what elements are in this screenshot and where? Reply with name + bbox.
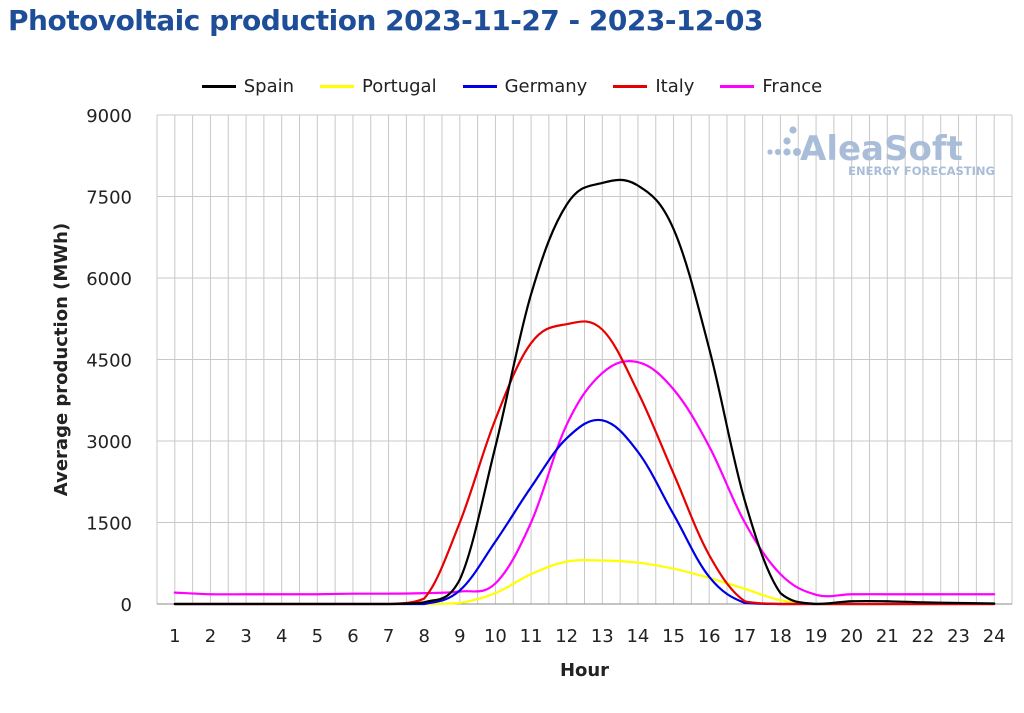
legend-item-spain: Spain xyxy=(201,76,295,97)
y-tick-label: 7500 xyxy=(86,188,132,209)
logo-subtext: ENERGY FORECASTING xyxy=(848,164,995,178)
legend-swatch xyxy=(320,85,355,88)
series-line-spain xyxy=(173,178,996,606)
x-tick-label: 17 xyxy=(733,626,756,647)
legend-label: Italy xyxy=(655,76,695,97)
x-tick-label: 6 xyxy=(347,626,358,647)
x-tick-label: 2 xyxy=(205,626,216,647)
legend-label: Spain xyxy=(243,76,295,97)
logo-dot xyxy=(783,148,791,156)
logo-text: AleaSoft xyxy=(800,129,963,169)
series-line-france xyxy=(173,359,996,598)
x-tick-label: 24 xyxy=(983,626,1006,647)
logo-dot xyxy=(783,137,791,145)
x-tick-label: 7 xyxy=(383,626,394,647)
x-tick-label: 4 xyxy=(276,626,287,647)
y-tick-label: 0 xyxy=(121,595,132,616)
legend-item-france: France xyxy=(720,76,822,97)
x-tick-label: 16 xyxy=(698,626,721,647)
x-tick-label: 3 xyxy=(240,626,251,647)
x-axis-title: Hour xyxy=(560,660,609,681)
x-tick-label: 11 xyxy=(520,626,543,647)
y-axis-title: Average production (MWh) xyxy=(51,223,72,496)
logo-dot xyxy=(793,148,801,156)
logo-dot xyxy=(767,149,773,155)
x-tick-label: 8 xyxy=(418,626,429,647)
y-tick-label: 9000 xyxy=(86,106,132,127)
y-tick-label: 4500 xyxy=(86,351,132,372)
y-tick-label: 3000 xyxy=(86,432,132,453)
chart-title: Photovoltaic production 2023-11-27 - 202… xyxy=(8,4,764,37)
x-tick-label: 19 xyxy=(805,626,828,647)
legend-label: Germany xyxy=(504,76,588,97)
logo-dot xyxy=(774,148,782,156)
x-tick-label: 14 xyxy=(626,626,649,647)
legend-swatch xyxy=(462,85,497,88)
y-tick-label: 1500 xyxy=(86,514,132,535)
x-tick-label: 21 xyxy=(876,626,899,647)
x-tick-label: 5 xyxy=(312,626,323,647)
x-tick-label: 9 xyxy=(454,626,465,647)
chart-legend: Spain Portugal Germany Italy France xyxy=(0,76,1024,97)
legend-item-germany: Germany xyxy=(462,76,588,97)
legend-swatch xyxy=(720,85,755,88)
x-tick-label: 18 xyxy=(769,626,792,647)
x-tick-label: 15 xyxy=(662,626,685,647)
legend-swatch xyxy=(613,85,648,88)
x-tick-label: 13 xyxy=(591,626,614,647)
legend-item-portugal: Portugal xyxy=(320,76,437,97)
x-tick-label: 1 xyxy=(169,626,180,647)
legend-item-italy: Italy xyxy=(613,76,694,97)
y-tick-label: 6000 xyxy=(86,269,132,290)
x-tick-label: 20 xyxy=(840,626,863,647)
legend-swatch xyxy=(201,85,236,88)
legend-label: France xyxy=(762,76,823,97)
x-tick-label: 22 xyxy=(911,626,934,647)
x-tick-label: 23 xyxy=(947,626,970,647)
logo-dot xyxy=(789,126,797,134)
x-tick-label: 12 xyxy=(555,626,578,647)
x-tick-label: 10 xyxy=(484,626,507,647)
legend-label: Portugal xyxy=(362,76,437,97)
